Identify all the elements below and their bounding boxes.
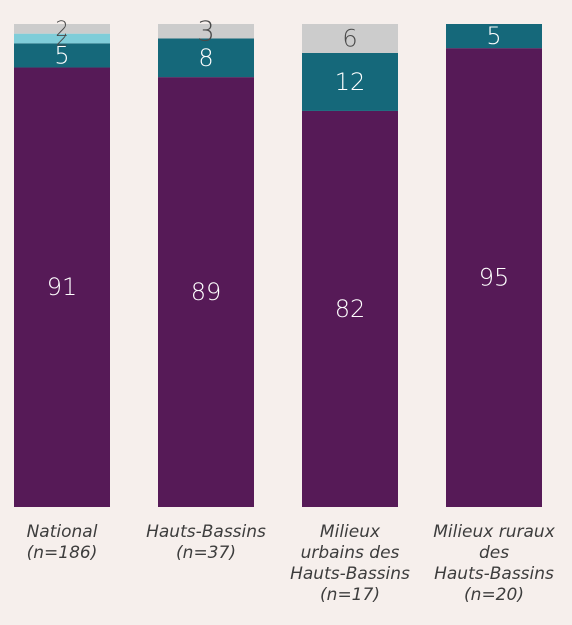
data-label: 2 [55,17,68,41]
category-label-line: (n=37) [176,543,236,563]
category-label: Hauts-Bassins (n=37) [146,522,266,563]
bar-segment [446,48,542,508]
category-label-line: des [479,543,509,563]
bar-segment [158,77,254,507]
bar-segment [302,24,398,53]
bar-segment [446,24,542,49]
data-label: 5 [54,41,69,69]
category-label-line: National [27,522,98,542]
category-label-line: (n=17) [320,585,380,605]
bar-group: 82 12 6 Milieux urbains des Hauts-Bassins (n=1… [290,24,410,605]
data-label: 5 [486,22,501,50]
category-label: Milieux urbains des Hauts-Bassins (n=17) [290,522,410,605]
bar-segment [14,43,110,68]
data-label: 82 [335,295,366,323]
category-label-line: Milieux [320,522,381,542]
bar-group: 89 83 Hauts-Bassins (n=37) [146,15,266,563]
category-label-line: Hauts-Bassins [290,564,410,584]
category-label: National (n=186) [27,522,98,563]
data-label: 3 [197,15,215,48]
data-label: 6 [342,24,357,52]
data-label: 8 [198,44,213,72]
bar-segment [14,24,110,34]
category-label-line: Hauts-Bassins [434,564,554,584]
bar-segment [302,110,398,507]
category-label-line: (n=186) [27,543,98,563]
bar-segment [14,67,110,507]
bar-segment [158,38,254,78]
category-label-line: Milieux ruraux [433,522,555,542]
data-label: 95 [479,264,510,292]
bar-group: 95 5 Milieux ruraux des Hauts-Bassins (n=20) [433,22,555,605]
bar-segment [158,24,254,39]
category-label-line: Hauts-Bassins [146,522,266,542]
category-label-line: urbains des [301,543,400,563]
data-label: 89 [191,278,222,306]
bar-segment [302,52,398,111]
data-label: 12 [335,68,366,96]
data-label: 91 [47,273,78,301]
category-label-line: (n=20) [464,585,524,605]
category-label: Milieux ruraux des Hauts-Bassins (n=20) [433,522,555,605]
bar-segment [14,33,110,44]
